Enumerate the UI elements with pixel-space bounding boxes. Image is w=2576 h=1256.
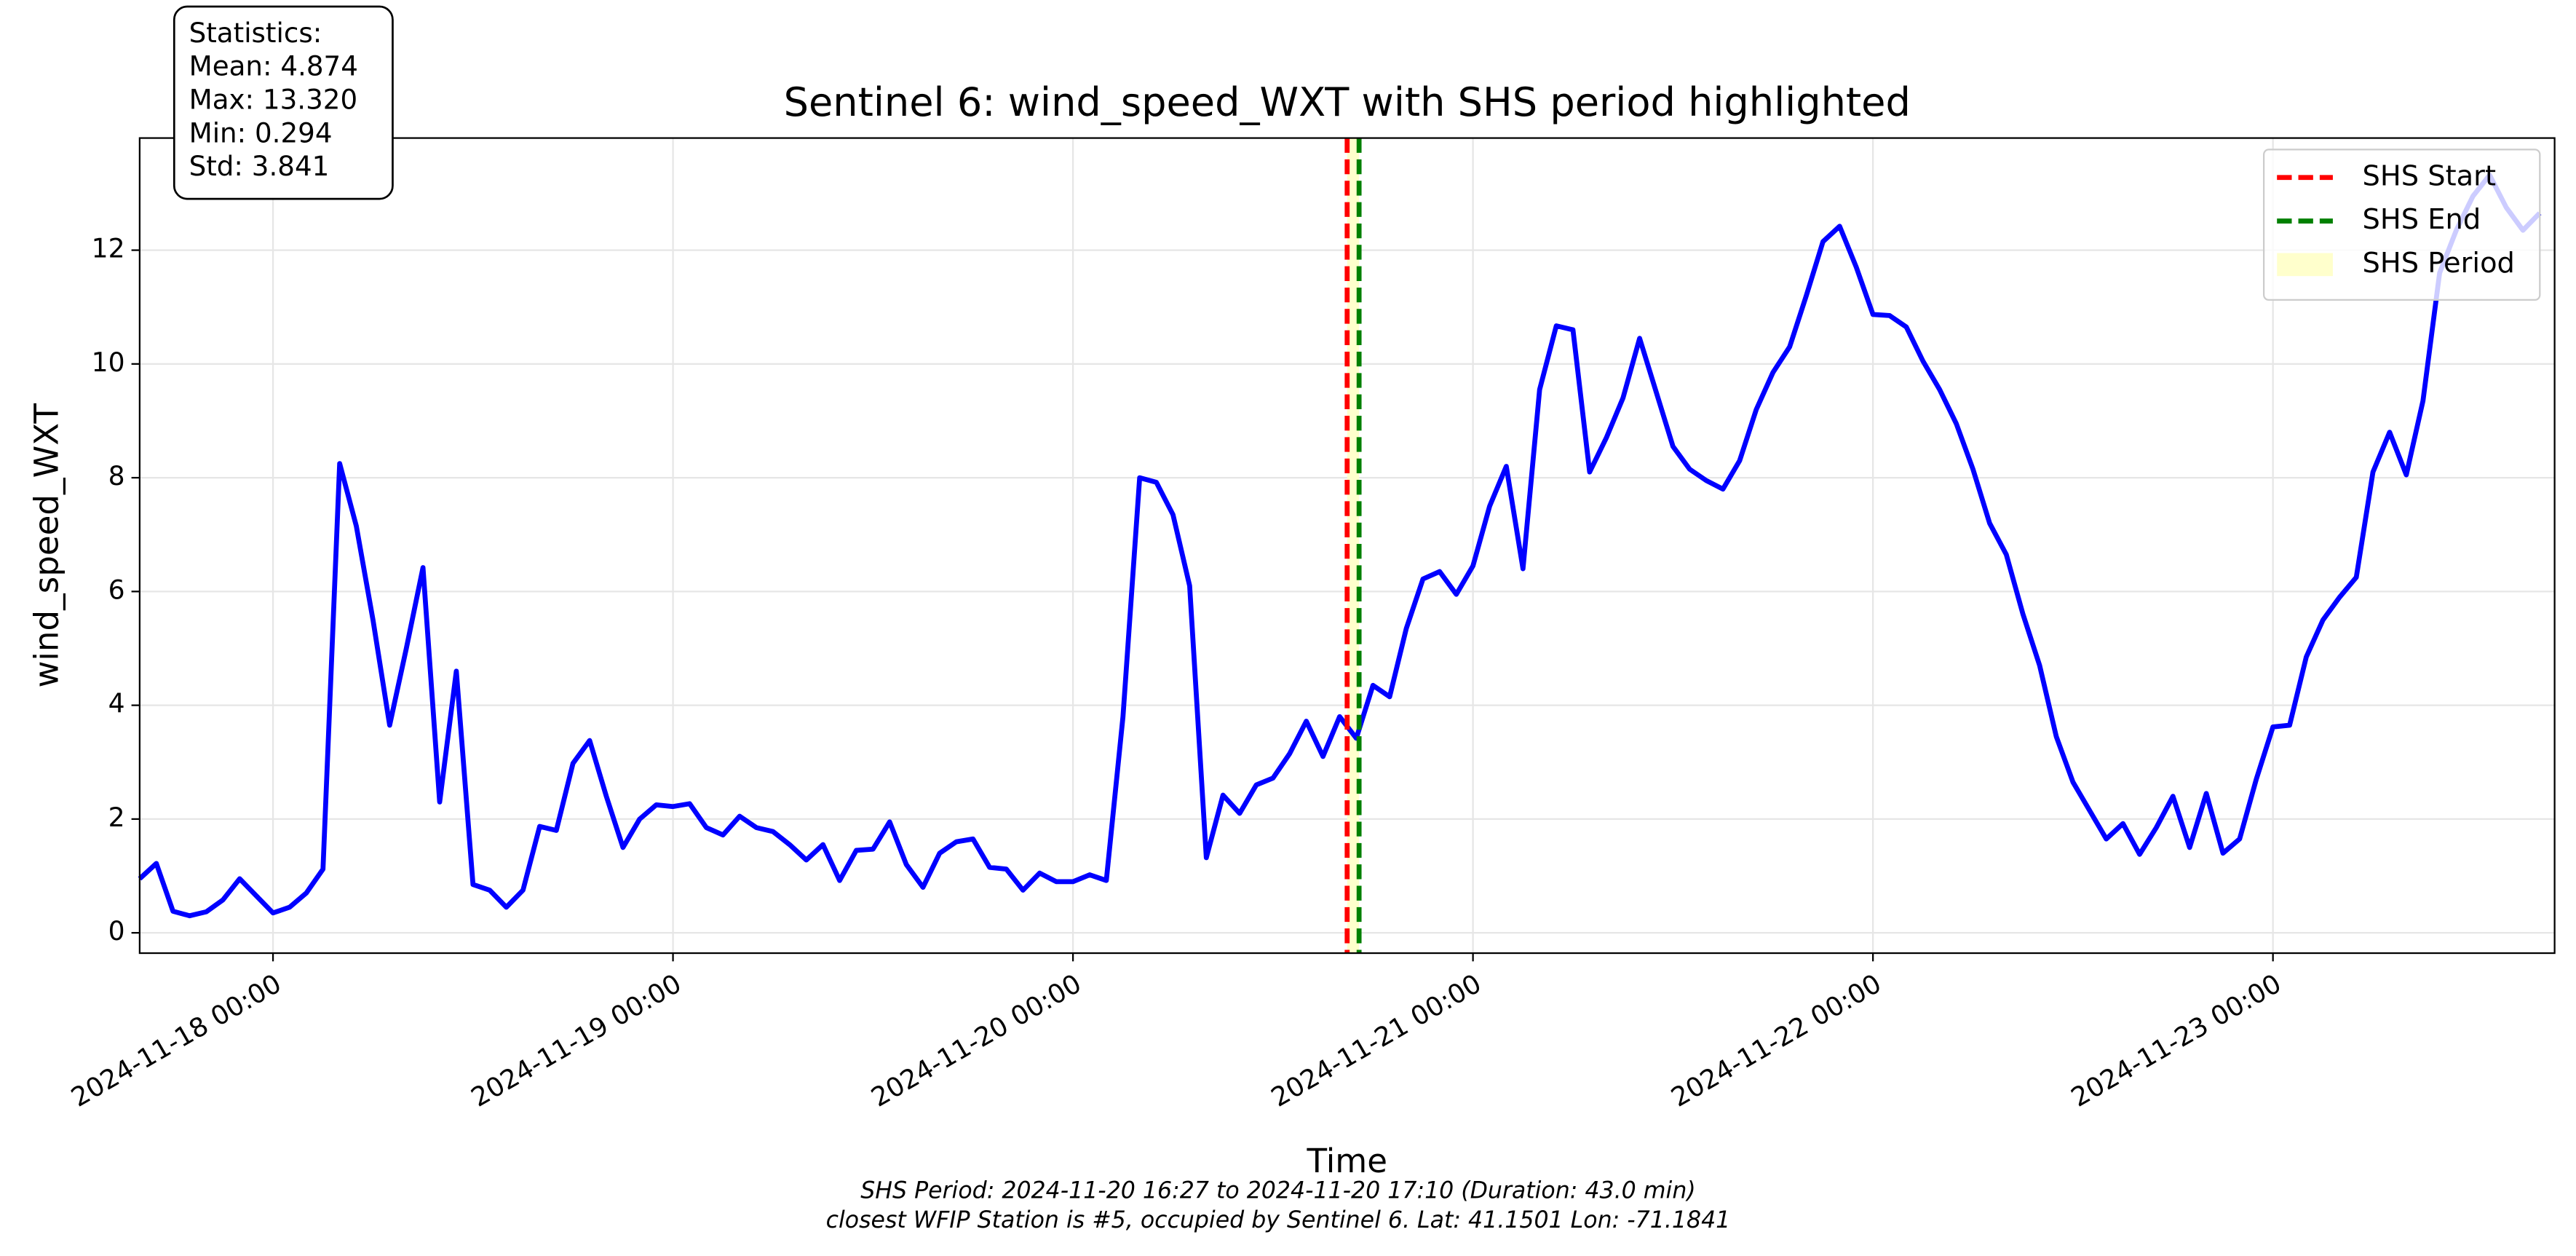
stats-line: Min: 0.294 (189, 116, 333, 149)
y-tick-label: 12 (92, 233, 125, 264)
x-tick-label: 2024-11-21 00:00 (1266, 968, 1486, 1113)
x-tick-label: 2024-11-20 00:00 (865, 968, 1086, 1113)
y-tick-label: 2 (108, 802, 125, 833)
chart-title: Sentinel 6: wind_speed_WXT with SHS peri… (784, 79, 1911, 125)
footnote: closest WFIP Station is #5, occupied by … (826, 1207, 1731, 1233)
y-tick-label: 0 (108, 915, 125, 947)
stats-line: Max: 13.320 (189, 84, 358, 116)
shs-span (1347, 138, 1360, 954)
x-tick-label: 2024-11-19 00:00 (466, 968, 686, 1113)
stats-line: Mean: 4.874 (189, 50, 358, 82)
stats-line: Statistics: (189, 17, 322, 49)
x-tick-label: 2024-11-23 00:00 (2066, 968, 2286, 1113)
y-tick-label: 4 (108, 688, 125, 719)
x-tick-label: 2024-11-22 00:00 (1665, 968, 1886, 1113)
y-tick-label: 10 (92, 347, 125, 378)
footnote: SHS Period: 2024-11-20 16:27 to 2024-11-… (860, 1177, 1695, 1204)
x-axis-label: Time (1307, 1142, 1387, 1180)
legend-swatch (2277, 253, 2333, 277)
data-line (138, 173, 2542, 919)
legend-label: SHS Period (2363, 247, 2515, 280)
y-axis-label: wind_speed_WXT (28, 403, 66, 688)
y-tick-label: 6 (108, 574, 125, 605)
stats-box (173, 5, 394, 200)
y-tick-label: 8 (108, 460, 125, 491)
x-tick-label: 2024-11-18 00:00 (66, 968, 286, 1113)
legend-label: SHS End (2363, 203, 2481, 236)
plot-frame (138, 137, 2556, 955)
legend-label: SHS Start (2363, 159, 2496, 192)
stats-line: Std: 3.841 (189, 150, 330, 182)
